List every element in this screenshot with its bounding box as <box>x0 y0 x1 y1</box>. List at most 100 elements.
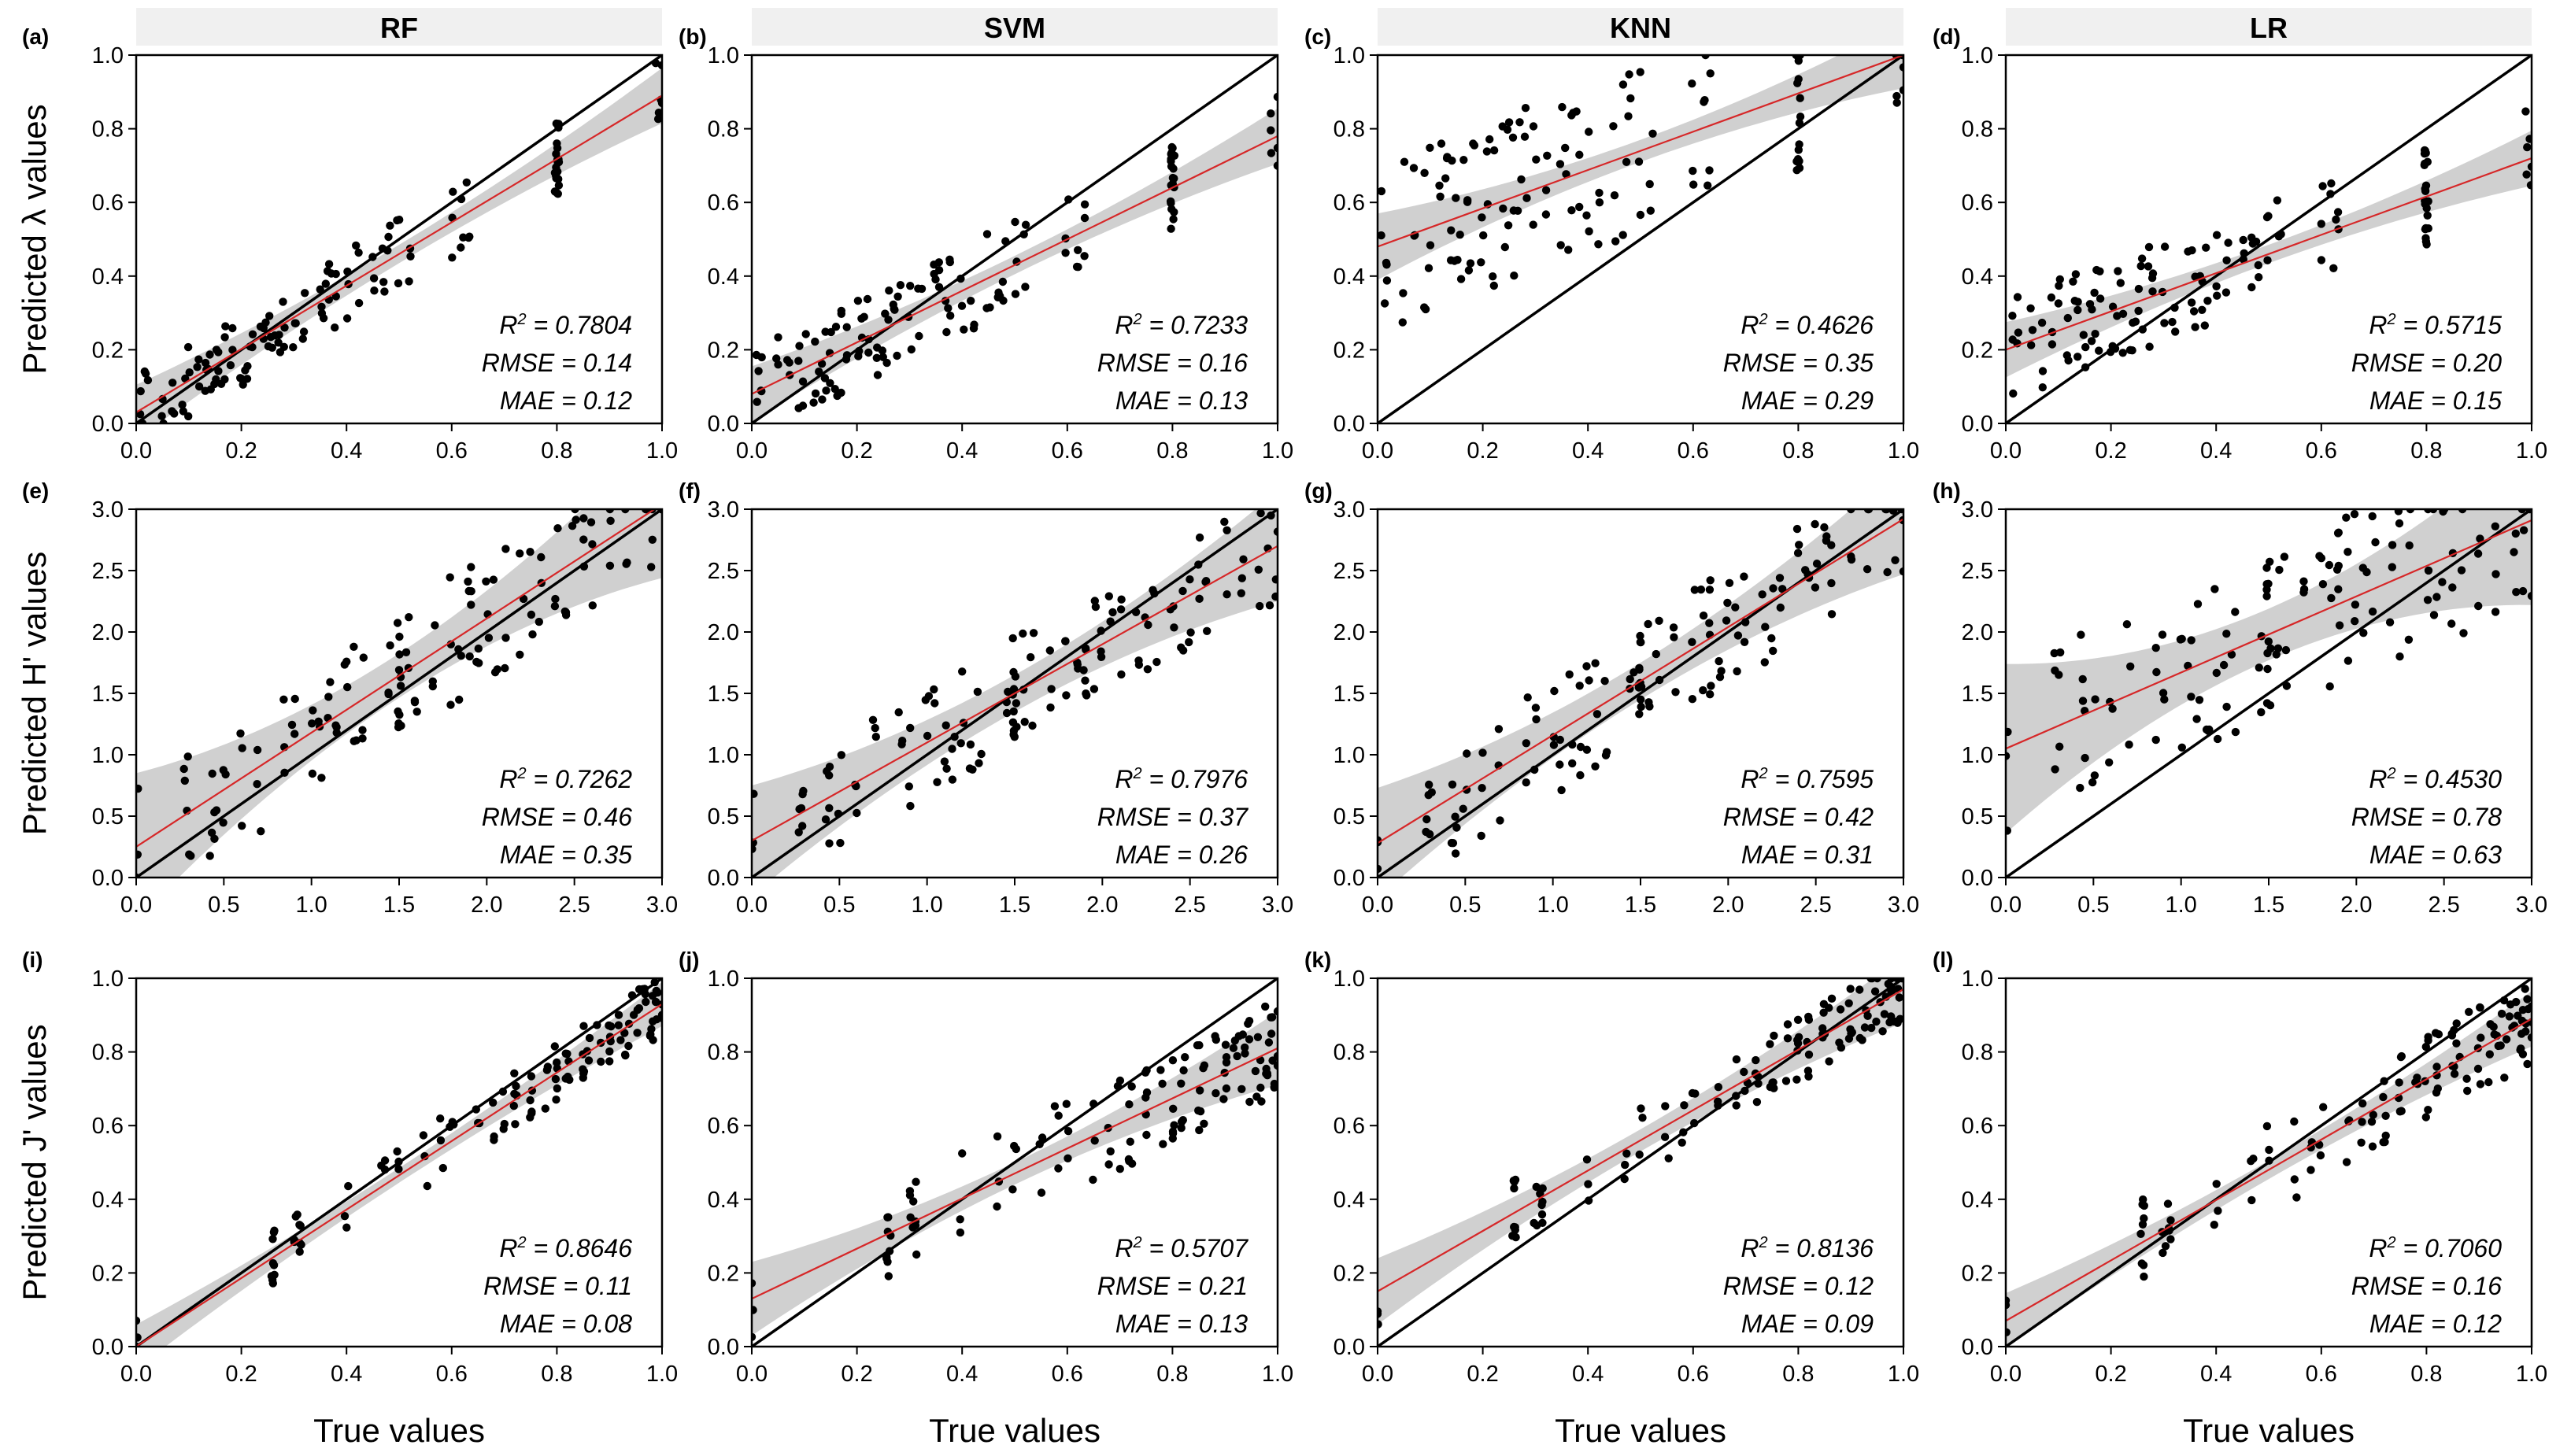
data-point <box>1186 628 1195 637</box>
data-point <box>1517 175 1526 184</box>
x-tick-label: 0.4 <box>2200 438 2232 464</box>
data-point <box>2329 264 2338 272</box>
stat-rmse: RMSE = 0.21 <box>1097 1272 1248 1300</box>
data-point <box>1169 602 1178 611</box>
data-point <box>394 279 403 288</box>
data-point <box>1537 1200 1546 1210</box>
data-point <box>1222 1084 1231 1093</box>
data-point <box>1556 735 1565 745</box>
data-point <box>614 1021 623 1029</box>
data-point <box>1792 1075 1801 1084</box>
y-tick-label: 0.2 <box>708 338 739 363</box>
data-point <box>2280 552 2289 561</box>
x-tick-label: 1.0 <box>1888 1362 1919 1387</box>
data-point <box>1769 584 1778 593</box>
data-point <box>2422 240 2431 249</box>
column-title: LR <box>2250 12 2288 44</box>
data-point <box>1576 770 1585 780</box>
data-point <box>882 1254 891 1263</box>
data-point <box>1522 739 1531 748</box>
data-point <box>2255 663 2263 672</box>
data-point <box>2458 509 2467 514</box>
data-point <box>143 375 153 385</box>
data-point <box>1127 1082 1136 1091</box>
data-point <box>1618 80 1628 89</box>
data-point <box>1576 742 1585 752</box>
data-point <box>2290 1117 2299 1126</box>
data-point <box>2523 142 2532 152</box>
data-point <box>1804 1072 1813 1081</box>
y-tick-label: 1.0 <box>708 43 739 68</box>
data-point <box>1637 637 1645 647</box>
data-point <box>1061 637 1070 645</box>
data-point <box>2076 783 2085 793</box>
data-point <box>605 561 615 570</box>
data-point <box>2160 319 2169 327</box>
data-point <box>553 1084 561 1093</box>
data-point <box>527 1086 537 1095</box>
data-point <box>881 309 890 318</box>
data-point <box>526 548 535 556</box>
data-point <box>1158 1079 1167 1088</box>
data-point <box>914 284 923 293</box>
stat-rmse: RMSE = 0.14 <box>482 349 632 377</box>
data-point <box>467 587 475 596</box>
data-point <box>1463 196 1472 205</box>
data-point <box>1177 1079 1186 1088</box>
data-point <box>2517 509 2526 514</box>
y-tick-label: 0.2 <box>1334 338 1365 363</box>
data-point <box>2144 242 2154 252</box>
data-point <box>2255 273 2263 282</box>
data-point <box>2262 592 2271 601</box>
data-point <box>1074 246 1082 254</box>
data-point <box>2476 1080 2485 1088</box>
data-point <box>1760 658 1769 667</box>
data-point <box>1634 157 1644 166</box>
plot-area <box>136 509 662 878</box>
data-point <box>2379 1138 2388 1147</box>
data-point <box>586 518 596 527</box>
x-tick-label: 3.0 <box>2516 892 2547 918</box>
data-point <box>1564 246 1573 254</box>
data-point <box>621 509 630 514</box>
data-point <box>2379 1092 2388 1102</box>
data-point <box>2423 596 2432 604</box>
data-point <box>1008 1185 1017 1194</box>
data-point <box>871 733 881 741</box>
data-point <box>180 776 189 785</box>
data-point <box>906 723 915 733</box>
data-point <box>358 734 367 743</box>
data-point <box>794 357 803 365</box>
data-point <box>2452 1039 2461 1048</box>
data-point <box>1866 978 1875 983</box>
data-point <box>933 778 941 786</box>
data-point <box>2476 1003 2484 1012</box>
data-point <box>2318 580 2328 589</box>
data-point <box>1783 1034 1792 1043</box>
data-point <box>1470 141 1479 150</box>
data-point <box>605 1057 614 1066</box>
stat-mae: MAE = 0.12 <box>2369 1310 2502 1338</box>
data-point <box>2465 1007 2473 1017</box>
data-point <box>2195 696 2204 704</box>
data-point <box>1568 759 1577 768</box>
data-point <box>2212 231 2221 239</box>
data-point <box>652 986 660 996</box>
data-point <box>2118 309 2128 318</box>
data-point <box>1237 589 1246 597</box>
data-point <box>455 695 464 704</box>
data-point <box>1009 707 1018 716</box>
data-point <box>331 269 340 279</box>
data-point <box>1089 1175 1097 1184</box>
data-point <box>1700 96 1709 105</box>
data-point <box>1196 1086 1204 1095</box>
data-point <box>446 573 454 582</box>
data-point <box>2489 1022 2498 1031</box>
data-point <box>1767 634 1776 643</box>
x-tick-label: 0.0 <box>1362 892 1393 918</box>
data-point <box>1020 718 1029 726</box>
x-tick-label: 0.8 <box>541 1362 572 1387</box>
data-point <box>551 1074 560 1084</box>
data-point <box>1064 1127 1073 1136</box>
data-point <box>1575 150 1584 159</box>
